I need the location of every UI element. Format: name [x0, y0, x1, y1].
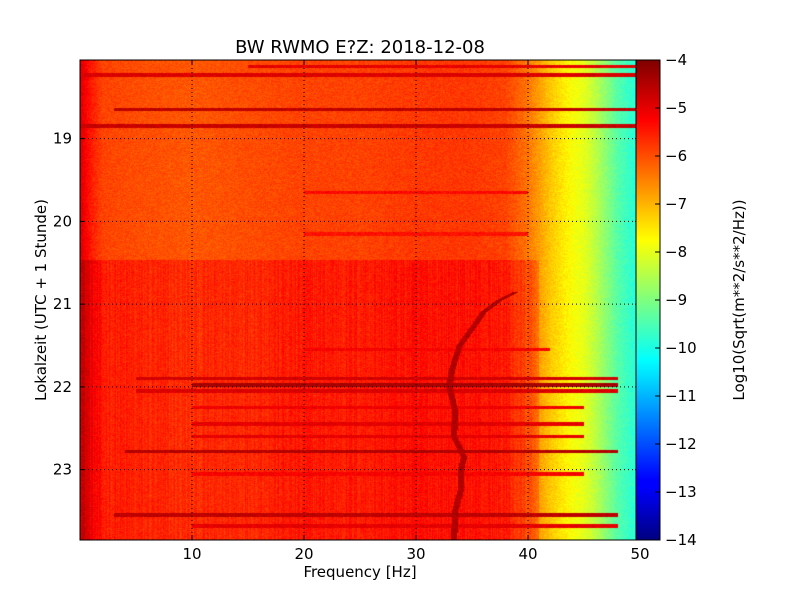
colorbar-tick-label: −5 — [665, 99, 687, 117]
colorbar-tick-label: −9 — [665, 291, 687, 309]
spectrogram-image-container — [80, 60, 640, 540]
y-tick-label: 23 — [53, 461, 72, 479]
y-tick-label: 19 — [53, 130, 72, 148]
plot-area: 10 20 30 40 50 19 20 21 22 23 — [53, 59, 650, 563]
chart-title: BW RWMO E?Z: 2018-12-08 — [235, 37, 485, 58]
x-axis-label: Frequency [Hz] — [303, 563, 416, 581]
x-tick-label: 10 — [182, 545, 201, 563]
colorbar-tick-label: −13 — [665, 483, 697, 501]
y-tick-label: 20 — [53, 212, 72, 230]
x-tick-label: 20 — [294, 545, 313, 563]
y-tick-label: 21 — [53, 295, 72, 313]
x-tick-label: 50 — [630, 545, 649, 563]
x-tick-label: 30 — [406, 545, 425, 563]
colorbar-tick-label: −10 — [665, 339, 697, 357]
x-tick-label: 40 — [518, 545, 537, 563]
colorbar-ticks: −4 −5 −6 −7 −8 −9 −10 −11 −12 −13 −14 — [655, 51, 697, 549]
colorbar-tick-label: −8 — [665, 243, 687, 261]
colorbar-tick-label: −7 — [665, 195, 687, 213]
colorbar: −4 −5 −6 −7 −8 −9 −10 −11 −12 −13 −14 Log10(Sqrt(m… — [635, 51, 748, 549]
spectrogram-image — [80, 60, 640, 540]
colorbar-tick-label: −4 — [665, 51, 687, 69]
colorbar-tick-label: −12 — [665, 435, 697, 453]
colorbar-label: Log10(Sqrt(m**2/s**2/Hz)) — [730, 199, 748, 400]
y-tick-label: 22 — [53, 378, 72, 396]
colorbar-tick-label: −14 — [665, 531, 697, 549]
colorbar-tick-label: −11 — [665, 387, 697, 405]
colorbar-tick-label: −6 — [665, 147, 687, 165]
y-axis-label: Lokalzeit (UTC + 1 Stunde) — [32, 199, 50, 401]
